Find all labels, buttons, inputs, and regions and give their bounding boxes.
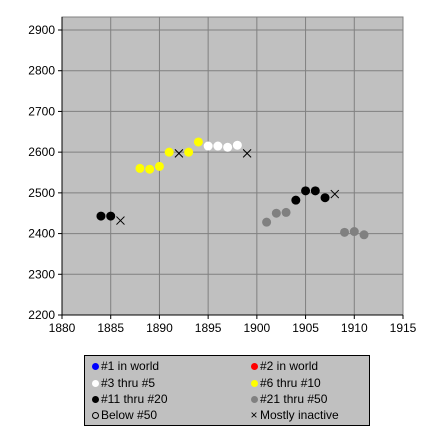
legend-dot-white-icon — [89, 376, 101, 390]
data-point — [154, 161, 164, 171]
legend-dot-gray-icon — [248, 392, 260, 406]
data-point — [203, 141, 213, 151]
data-point — [106, 211, 116, 221]
data-point — [164, 147, 174, 157]
data-point — [96, 211, 106, 221]
x-tick-label: 1900 — [244, 321, 271, 335]
legend-label: #21 thru #50 — [260, 392, 328, 406]
data-point-x — [330, 189, 340, 199]
data-point — [340, 227, 350, 237]
y-tick-label: 2400 — [28, 227, 55, 241]
legend-circle-icon — [89, 408, 101, 422]
legend-label: #3 thru #5 — [101, 376, 156, 390]
legend-label: Mostly inactive — [260, 408, 339, 422]
legend: #1 in world #2 in world #3 thru #5 #6 th… — [84, 355, 370, 426]
legend-dot-blue-icon — [89, 359, 101, 373]
x-tick-label: 1905 — [292, 321, 319, 335]
data-point — [193, 137, 203, 147]
legend-dot-black-icon — [89, 392, 101, 406]
data-point — [271, 208, 281, 218]
x-tick-label: 1910 — [341, 321, 368, 335]
data-point — [310, 186, 320, 196]
y-tick-label: 2900 — [28, 23, 55, 37]
y-tick-label: 2500 — [28, 186, 55, 200]
x-tick-label: 1915 — [390, 321, 417, 335]
data-point — [359, 230, 369, 240]
data-point — [291, 195, 301, 205]
legend-item: #11 thru #20 — [89, 392, 168, 406]
y-tick-label: 2800 — [28, 64, 55, 78]
data-point — [184, 147, 194, 157]
x-tick-label: 1885 — [97, 321, 124, 335]
y-axis: 2200 2300 2400 2500 2600 2700 2800 2900 — [28, 23, 62, 322]
legend-item: #3 thru #5 — [89, 376, 155, 390]
data-point — [145, 164, 155, 174]
legend-item: × Mostly inactive — [248, 408, 339, 422]
legend-label: #6 thru #10 — [260, 376, 321, 390]
plot-area — [61, 16, 404, 316]
legend-dot-red-icon — [248, 359, 260, 373]
data-point — [349, 227, 359, 237]
legend-dot-yellow-icon — [248, 376, 260, 390]
data-point — [320, 193, 330, 203]
data-point — [223, 142, 233, 152]
x-axis: 1880 1885 1890 1895 1900 1905 1910 1915 — [49, 315, 417, 335]
x-tick-label: 1880 — [49, 321, 76, 335]
legend-label: #2 in world — [260, 359, 319, 373]
legend-x-icon: × — [250, 408, 258, 422]
x-tick-label: 1890 — [146, 321, 173, 335]
legend-item: #6 thru #10 — [248, 376, 321, 390]
legend-item: Below #50 — [89, 408, 157, 422]
data-point — [213, 141, 223, 151]
y-tick-label: 2700 — [28, 104, 55, 118]
data-point — [135, 163, 145, 173]
data-point — [232, 140, 242, 150]
data-point-x — [242, 149, 252, 158]
data-point — [262, 217, 272, 227]
legend-item: #1 in world — [89, 359, 159, 373]
data-point — [281, 207, 291, 217]
data-point — [301, 186, 311, 196]
y-tick-label: 2600 — [28, 145, 55, 159]
data-point-x — [116, 216, 125, 225]
legend-label: #1 in world — [101, 359, 160, 373]
data-point-x — [174, 149, 184, 158]
x-tick-label: 1895 — [195, 321, 222, 335]
grid-lines — [61, 17, 404, 316]
legend-item: #2 in world — [248, 359, 318, 373]
legend-label: #11 thru #20 — [101, 392, 168, 406]
legend-label: Below #50 — [101, 408, 158, 422]
data-marks — [96, 137, 369, 240]
y-tick-label: 2300 — [28, 267, 55, 281]
legend-item: #21 thru #50 — [248, 392, 327, 406]
y-tick-label: 2200 — [28, 308, 55, 322]
